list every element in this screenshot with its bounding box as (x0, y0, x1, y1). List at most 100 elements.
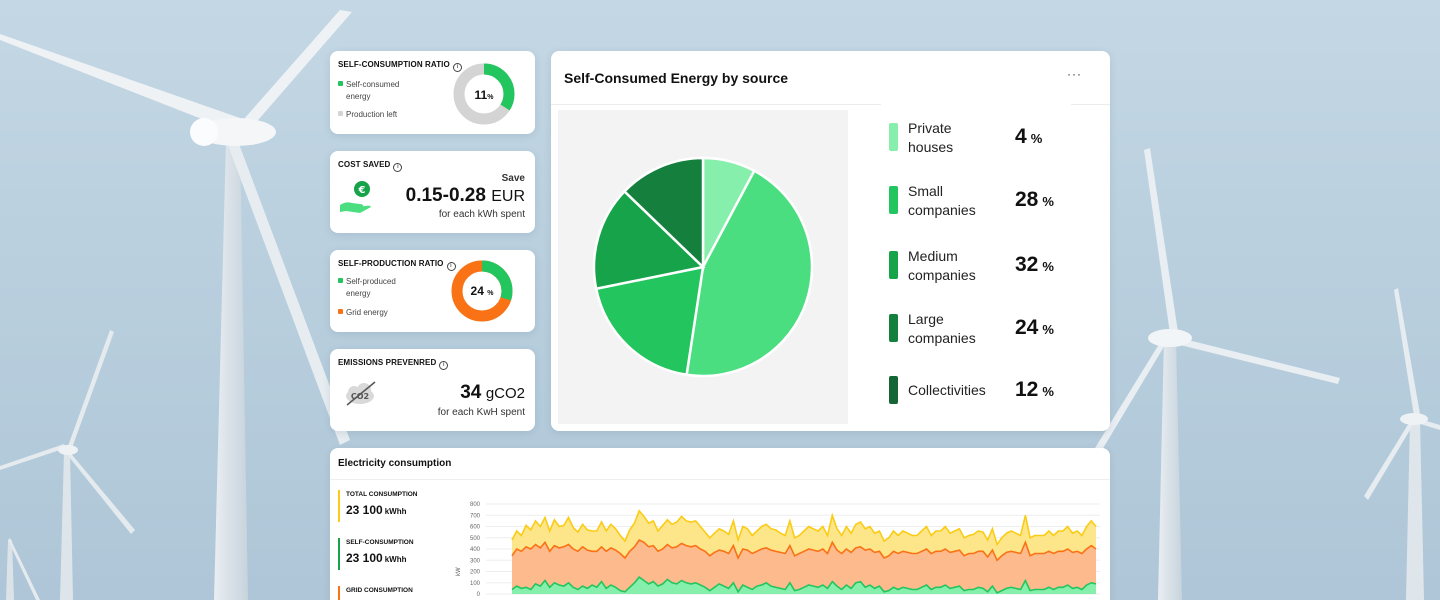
pie-slice-collectivities[interactable] (622, 156, 705, 270)
header-divider (330, 479, 1110, 480)
self-consumption-ratio-title: SELF-CONSUMPTION RATIO i (338, 60, 462, 72)
emissions-prevented-title-text: EMISSIONS PREVENRED (338, 358, 437, 367)
donut-fill-self-consumed (453, 63, 515, 125)
legend-swatch-gray (338, 111, 343, 116)
source-percentage-value: 32 (1015, 253, 1039, 276)
self-production-ratio-card: SELF-PRODUCTION RATIO i Self-produced ene… (330, 250, 535, 332)
source-percentage-value: 4 (1015, 125, 1027, 148)
source-label-line2: houses (908, 139, 954, 155)
source-color-bar (889, 186, 898, 214)
kpi-value-unit: kWhh (384, 507, 407, 516)
turbine-large (0, 10, 352, 600)
energy-by-source-title: Self-Consumed Energy by source (564, 70, 789, 86)
self-consumption-value-number: 11 (474, 88, 488, 102)
electricity-consumption-title: Electricity consumption (338, 458, 452, 469)
pie-slice-medium-companies[interactable] (594, 265, 705, 377)
self-production-ratio-title-text: SELF-PRODUCTION RATIO (338, 259, 444, 268)
kpi-value-number: 23 100 (346, 503, 383, 517)
info-icon[interactable]: i (439, 361, 449, 370)
source-percentage: 24% (1015, 316, 1054, 340)
y-tick-label: 400 (470, 547, 481, 553)
legend-self-consumed: Self-consumed energy (338, 79, 399, 103)
pie-chart-area (558, 110, 848, 424)
source-label-line1: Collectivities (908, 382, 986, 398)
y-tick-label: 600 (470, 525, 481, 531)
legend-production-left: Production left (338, 109, 397, 121)
electricity-consumption-card: Electricity consumption TOTAL CONSUMPTIO… (330, 448, 1110, 600)
source-label: Medium companies (908, 247, 1008, 285)
emissions-value: 34 gCO2 (460, 382, 525, 404)
source-percentage-unit: % (1042, 259, 1054, 274)
legend-self-produced-label: Self-produced (346, 277, 396, 286)
cost-saved-caption: for each kWh spent (438, 209, 525, 220)
series-line-total[interactable] (511, 509, 1097, 547)
pie-slice-small-companies[interactable] (685, 169, 814, 378)
source-label: Large companies (908, 310, 1008, 348)
energy-by-source-card: Self-Consumed Energy by source ··· Priva… (551, 51, 1110, 431)
header-divider-right (1071, 104, 1110, 105)
co2-icon-text: CO2 (351, 392, 369, 401)
pie-slice-large-companies[interactable] (592, 189, 706, 291)
source-percentage-unit: % (1042, 384, 1054, 399)
y-tick-label: 100 (470, 581, 481, 587)
y-tick-label: 500 (470, 536, 481, 542)
self-production-ratio-title: SELF-PRODUCTION RATIO i (338, 259, 456, 271)
emissions-value-unit: gCO2 (485, 385, 525, 402)
turbine-right (1084, 148, 1340, 600)
legend-swatch-green (338, 81, 343, 86)
source-percentage-value: 12 (1015, 378, 1039, 401)
source-label-line2: companies (908, 330, 976, 346)
info-icon[interactable]: i (393, 163, 403, 172)
series-line-self[interactable] (511, 576, 1097, 594)
source-label: Private houses (908, 119, 1008, 157)
kpi-label: TOTAL CONSUMPTION (346, 491, 418, 498)
source-percentage-value: 24 (1015, 316, 1039, 339)
kpi-value: 23 100 kWhh (346, 551, 414, 565)
info-icon[interactable]: i (452, 63, 462, 72)
y-axis-label: kW (456, 567, 462, 576)
source-label-line2: companies (908, 202, 976, 218)
legend-self-consumed-label: Self-consumed (346, 80, 400, 89)
legend-self-produced: Self-produced energy (338, 276, 396, 300)
kpi-value-number: 23 100 (346, 551, 383, 565)
kpi-value: 23 100 kWhh (346, 503, 418, 517)
emissions-prevented-card: EMISSIONS PREVENRED i CO2 34 gCO2 for eac… (330, 349, 535, 431)
source-percentage: 4% (1015, 125, 1042, 149)
source-percentage-unit: % (1042, 322, 1054, 337)
self-consumption-ratio-title-text: SELF-CONSUMPTION RATIO (338, 60, 450, 69)
kpi-label: GRID CONSUMPTION (346, 587, 413, 594)
source-percentage-value: 28 (1015, 188, 1039, 211)
source-label: Small companies (908, 182, 1008, 220)
source-label-line1: Small (908, 183, 944, 199)
legend-production-left-label: Production left (346, 110, 398, 119)
series-line-grid[interactable] (511, 538, 1097, 562)
info-icon[interactable]: i (446, 262, 456, 271)
cost-saved-value: 0.15-0.28 EUR (406, 185, 525, 207)
y-tick-label: 0 (477, 592, 481, 598)
y-tick-label: 800 (470, 502, 481, 508)
self-consumption-donut (453, 63, 515, 125)
source-color-bar (889, 123, 898, 151)
emissions-caption: for each KwH spent (437, 407, 525, 418)
source-label-line1: Large (908, 311, 944, 327)
cost-saved-prefix: Save (501, 173, 525, 184)
legend-self-produced-label-2: energy (346, 289, 371, 298)
turbine-small-left (0, 330, 135, 600)
self-production-value: 24 % (462, 284, 502, 298)
cost-saved-title-text: COST SAVED (338, 160, 391, 169)
cost-saved-card: COST SAVED i € Save 0.15-0.28 EUR for eac… (330, 151, 535, 233)
source-color-bar (889, 251, 898, 279)
more-options-icon[interactable]: ··· (1067, 67, 1082, 81)
source-label-line1: Private (908, 120, 952, 136)
legend-self-consumed-label-2: energy (346, 92, 371, 101)
self-production-value-number: 24 (470, 284, 484, 298)
co2-crossed-cloud-icon: CO2 (346, 381, 376, 406)
pie-chart (592, 156, 814, 378)
legend-swatch-green (338, 278, 343, 283)
y-tick-label: 300 (470, 558, 481, 564)
self-consumption-value: 11% (464, 88, 504, 102)
source-percentage-unit: % (1030, 131, 1043, 146)
cost-saved-title: COST SAVED i (338, 160, 403, 172)
header-divider (551, 104, 881, 105)
